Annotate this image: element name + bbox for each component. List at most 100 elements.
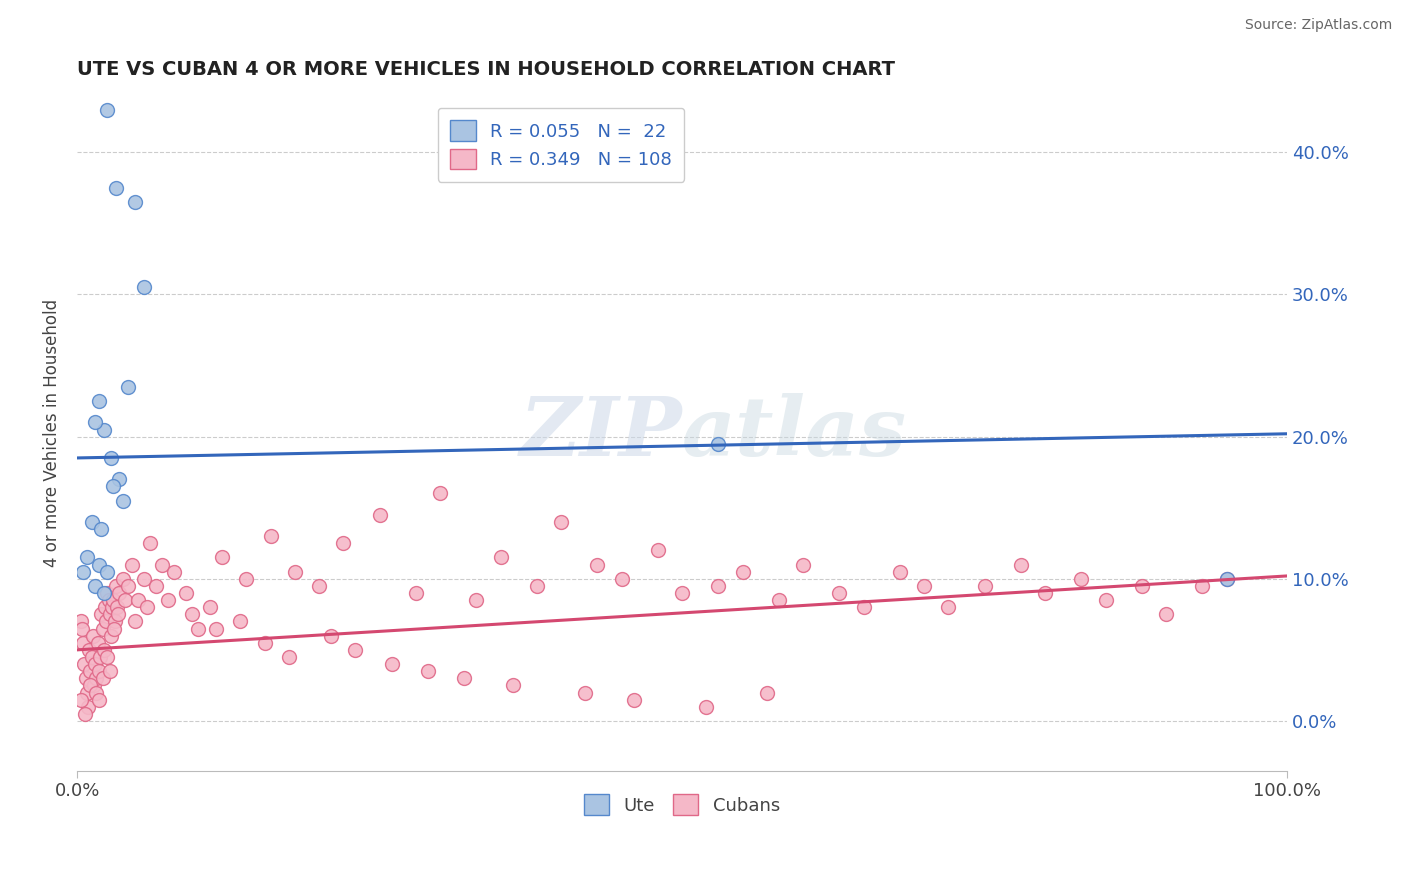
Text: Source: ZipAtlas.com: Source: ZipAtlas.com (1244, 18, 1392, 32)
Text: UTE VS CUBAN 4 OR MORE VEHICLES IN HOUSEHOLD CORRELATION CHART: UTE VS CUBAN 4 OR MORE VEHICLES IN HOUSE… (77, 60, 896, 78)
Point (936, 600, 959, 615)
Point (104, 579, 127, 593)
Point (93, 586, 115, 600)
Point (132, 280, 155, 294)
Point (91, 622, 114, 636)
Point (84, 416, 107, 430)
Point (87, 664, 110, 678)
Point (73, 706, 96, 721)
Point (156, 593, 179, 607)
Point (124, 615, 146, 629)
Point (76, 550, 98, 565)
Point (1010, 558, 1032, 572)
Point (707, 579, 730, 593)
Point (163, 565, 186, 579)
Point (647, 543, 669, 558)
Point (84, 657, 107, 671)
Point (101, 600, 124, 615)
Point (502, 678, 524, 692)
Point (104, 615, 127, 629)
Point (792, 558, 814, 572)
Point (117, 579, 139, 593)
Point (852, 600, 875, 615)
Point (117, 380, 139, 394)
Point (100, 450, 122, 465)
Point (72, 636, 94, 650)
Point (912, 579, 935, 593)
Point (174, 586, 197, 600)
Point (707, 436, 730, 450)
Point (1215, 572, 1237, 586)
Point (623, 692, 645, 706)
Point (77, 643, 100, 657)
Point (211, 550, 233, 565)
Point (550, 515, 572, 529)
Point (112, 572, 135, 586)
Point (381, 657, 404, 671)
Point (84, 579, 107, 593)
Point (138, 536, 160, 550)
Point (82, 629, 104, 643)
Point (76, 685, 98, 699)
Point (321, 629, 343, 643)
Point (105, 600, 128, 615)
Point (80, 650, 103, 665)
Point (96, 565, 118, 579)
Point (695, 699, 717, 714)
Point (1070, 572, 1092, 586)
Point (828, 586, 851, 600)
Point (731, 565, 754, 579)
Point (124, 195, 146, 210)
Point (98, 664, 121, 678)
Point (973, 579, 995, 593)
Point (465, 593, 488, 607)
Point (91, 671, 114, 685)
Point (205, 622, 228, 636)
Point (90, 522, 112, 536)
Point (73, 657, 96, 671)
Point (89, 692, 111, 706)
Point (80, 515, 103, 529)
Point (108, 472, 131, 486)
Text: ZIP: ZIP (519, 393, 682, 473)
Point (889, 565, 911, 579)
Point (229, 615, 252, 629)
Point (187, 622, 209, 636)
Point (100, 629, 122, 643)
Point (93, 643, 115, 657)
Point (1154, 607, 1177, 622)
Point (1215, 572, 1237, 586)
Point (235, 572, 257, 586)
Point (72, 565, 94, 579)
Point (87, 558, 110, 572)
Point (260, 529, 283, 543)
Point (93, 423, 115, 437)
Point (429, 486, 451, 500)
Point (103, 622, 125, 636)
Point (94, 615, 117, 629)
Point (671, 586, 693, 600)
Point (79, 664, 101, 678)
Point (86, 671, 108, 685)
Point (132, 572, 155, 586)
Point (90, 607, 112, 622)
Point (586, 558, 609, 572)
Point (103, 593, 125, 607)
Point (1191, 579, 1213, 593)
Point (97, 593, 120, 607)
Point (103, 479, 125, 493)
Point (114, 593, 136, 607)
Point (253, 636, 276, 650)
Point (308, 579, 330, 593)
Point (610, 572, 633, 586)
Point (405, 586, 427, 600)
Point (368, 508, 391, 522)
Point (86, 636, 108, 650)
Point (96, 650, 118, 665)
Point (489, 550, 512, 565)
Point (1130, 579, 1153, 593)
Point (150, 558, 173, 572)
Legend: Ute, Cubans: Ute, Cubans (576, 787, 787, 822)
Point (136, 600, 159, 615)
Point (107, 607, 129, 622)
